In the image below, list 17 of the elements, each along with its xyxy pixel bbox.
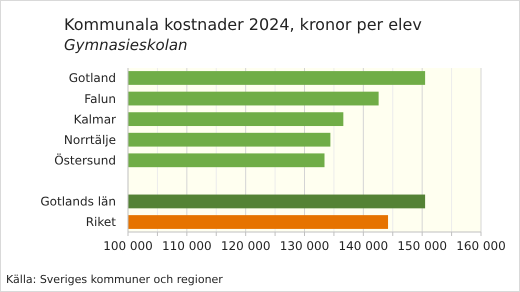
x-tick-label: 130 000: [280, 239, 330, 253]
y-tick-label: Falun: [84, 92, 116, 106]
y-tick-label: Östersund: [54, 153, 116, 168]
x-tick-label: 140 000: [338, 239, 388, 253]
x-tick-label: 150 000: [397, 239, 447, 253]
x-tick-label: 100 000: [103, 239, 153, 253]
y-tick-label: Gotlands län: [40, 194, 116, 209]
chart-title: Kommunala kostnader 2024, kronor per elev: [64, 15, 422, 34]
y-tick-label: Kalmar: [74, 112, 116, 126]
y-tick-label: Norrtälje: [64, 132, 116, 147]
y-tick-label: Gotland: [68, 71, 116, 86]
x-tick-label: 160 000: [456, 239, 506, 253]
text: Källa: Sveriges kommuner och regioner: [6, 273, 224, 286]
y-tick-label: Riket: [86, 215, 116, 230]
x-tick-label: 110 000: [162, 239, 212, 253]
x-tick-label: 120 000: [220, 239, 270, 253]
chart-subtitle: Gymnasieskolan: [64, 36, 188, 54]
